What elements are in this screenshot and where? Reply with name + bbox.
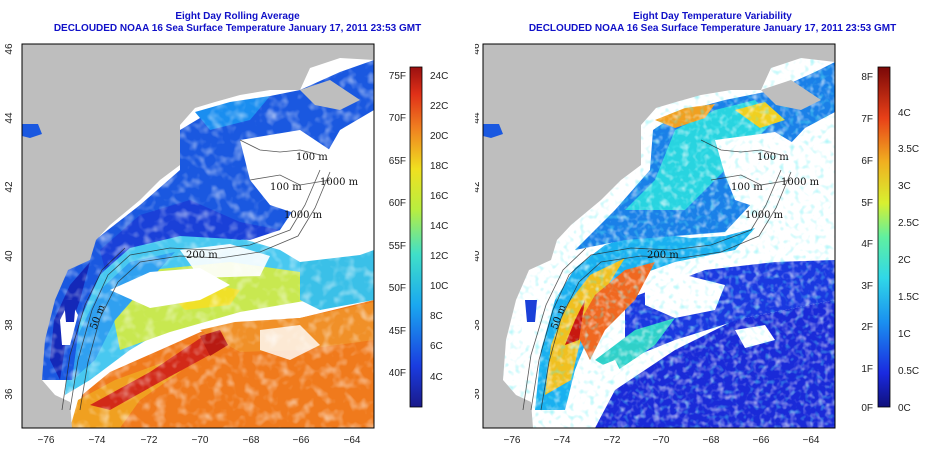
map-frame: [21, 43, 375, 429]
y-tick-label: 46: [475, 43, 482, 55]
contour-label: 200 m: [186, 250, 218, 261]
colorbar-f-label: 4F: [861, 239, 873, 250]
panel-title: Eight Day Rolling Average: [175, 11, 300, 22]
colorbar-c-label: 3C: [898, 181, 911, 192]
colorbar-c-label: 18C: [430, 161, 448, 172]
colorbar-c-label: 0.5C: [898, 366, 919, 377]
contour-label: 1000 m: [284, 210, 323, 221]
colorbar-f-label: 55F: [389, 241, 406, 252]
y-axis: 36 38 40 42 44 46: [4, 43, 15, 400]
x-tick-label: −64: [344, 435, 361, 446]
colorbar-f-label: 0F: [861, 403, 873, 414]
colorbar-ramp: [409, 66, 423, 408]
x-tick-label: −76: [504, 435, 521, 446]
y-tick-label: 38: [4, 319, 15, 331]
colorbar-c-label: 6C: [430, 341, 443, 352]
y-tick-label: 44: [4, 112, 15, 124]
colorbar-f-label: 7F: [861, 114, 873, 125]
colorbar-c-label: 0C: [898, 403, 911, 414]
contour-label: 100 m: [296, 152, 328, 163]
contour-label: 100 m: [270, 182, 302, 193]
x-axis: −76 −74 −72 −70 −68 −66 −64: [504, 435, 820, 446]
panel-rolling-average: Eight Day Rolling Average DECLOUDED NOAA…: [4, 11, 448, 446]
contour-label: 1000 m: [745, 210, 784, 221]
x-tick-label: −68: [703, 435, 720, 446]
x-tick-label: −68: [243, 435, 260, 446]
colorbar-c-label: 1.5C: [898, 292, 919, 303]
map-frame: [482, 43, 836, 429]
colorbar-c-label: 20C: [430, 131, 448, 142]
colorbar-c-label: 22C: [430, 101, 448, 112]
colorbar-c-label: 14C: [430, 221, 448, 232]
colorbar-f-label: 2F: [861, 322, 873, 333]
colorbar-c-label: 1C: [898, 329, 911, 340]
x-axis: −76 −74 −72 −70 −68 −66 −64: [38, 435, 361, 446]
colorbar-f-label: 70F: [389, 113, 406, 124]
colorbar-c-label: 16C: [430, 191, 448, 202]
colorbar-c-label: 4C: [430, 372, 443, 383]
contour-label: 1000 m: [320, 177, 359, 188]
colorbar: 75F 70F 65F 60F 55F 50F 45F 40F 24C 22C …: [389, 66, 448, 408]
x-tick-label: −66: [293, 435, 310, 446]
colorbar-f-label: 1F: [861, 364, 873, 375]
x-tick-label: −64: [803, 435, 820, 446]
x-tick-label: −70: [192, 435, 209, 446]
colorbar-f-label: 65F: [389, 156, 406, 167]
colorbar-c-label: 10C: [430, 281, 448, 292]
panel-subtitle: DECLOUDED NOAA 16 Sea Surface Temperatur…: [528, 23, 897, 34]
sst-map-right: 100 m 1000 m 100 m 1000 m 200 m 50 m −76…: [475, 43, 919, 446]
colorbar-c-label: 3.5C: [898, 144, 919, 155]
contour-label: 1000 m: [781, 177, 820, 188]
y-tick-label: 38: [475, 319, 482, 331]
y-tick-label: 40: [475, 250, 482, 262]
colorbar-f-label: 8F: [861, 72, 873, 83]
colorbar-c-label: 24C: [430, 71, 448, 82]
x-tick-label: −76: [38, 435, 55, 446]
colorbar-f-label: 50F: [389, 283, 406, 294]
x-tick-label: −72: [604, 435, 621, 446]
panel-temperature-variability: Eight Day Temperature Variability DECLOU…: [475, 0, 950, 475]
sst-map-left: 100 m 1000 m 100 m 1000 m 200 m 50 m −76…: [4, 43, 448, 446]
colorbar-f-label: 6F: [861, 156, 873, 167]
colorbar-ramp: [877, 66, 891, 408]
panel-title: Eight Day Temperature Variability: [633, 11, 792, 22]
y-tick-label: 46: [4, 43, 15, 55]
y-tick-label: 42: [475, 181, 482, 193]
colorbar-c-label: 2C: [898, 255, 911, 266]
x-tick-label: −72: [141, 435, 158, 446]
x-tick-label: −74: [89, 435, 106, 446]
colorbar-c-label: 8C: [430, 311, 443, 322]
colorbar-c-label: 2.5C: [898, 218, 919, 229]
y-tick-label: 42: [4, 181, 15, 193]
colorbar-f-label: 45F: [389, 326, 406, 337]
panel-subtitle: DECLOUDED NOAA 16 Sea Surface Temperatur…: [53, 23, 422, 34]
contour-label: 100 m: [731, 182, 763, 193]
y-tick-label: 36: [4, 388, 15, 400]
colorbar: 8F 7F 6F 5F 4F 3F 2F 1F 0F 4C 3.5C 3C 2.…: [861, 66, 919, 414]
colorbar-f-label: 5F: [861, 198, 873, 209]
y-tick-label: 40: [4, 250, 15, 262]
colorbar-c-label: 4C: [898, 108, 911, 119]
colorbar-c-label: 12C: [430, 251, 448, 262]
y-axis-inner: 36 38 40 42 44 46: [475, 43, 482, 400]
y-tick-label: 36: [475, 388, 482, 400]
contour-label: 200 m: [647, 250, 679, 261]
y-tick-label: 44: [475, 112, 482, 124]
colorbar-f-label: 40F: [389, 368, 406, 379]
contour-label: 100 m: [757, 152, 789, 163]
x-tick-label: −66: [753, 435, 770, 446]
x-tick-label: −70: [653, 435, 670, 446]
x-tick-label: −74: [554, 435, 571, 446]
colorbar-f-label: 75F: [389, 71, 406, 82]
colorbar-f-label: 3F: [861, 281, 873, 292]
colorbar-f-label: 60F: [389, 198, 406, 209]
